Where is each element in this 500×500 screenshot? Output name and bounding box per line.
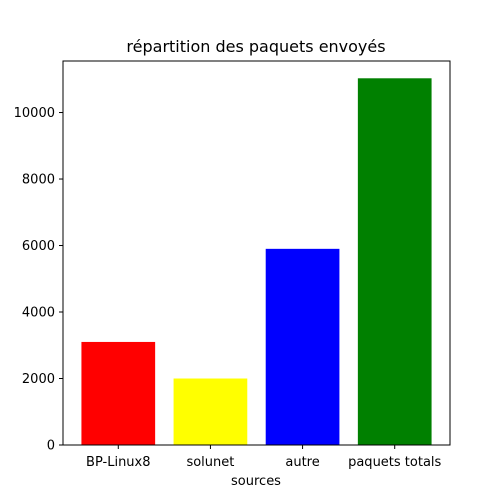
bars-group: [81, 78, 432, 445]
x-axis-label: sources: [231, 474, 281, 489]
bar-bp-linux8: [81, 341, 156, 445]
y-axis: 0 2000 4000 6000 8000 10000: [14, 106, 63, 454]
bar-paquets-totals: [357, 78, 432, 445]
bar-solunet: [173, 378, 248, 445]
x-tick-label-bp-linux8: BP-Linux8: [86, 455, 150, 470]
y-tick-label-4000: 4000: [22, 306, 55, 321]
chart-title: répartition des paquets envoyés: [126, 37, 385, 56]
x-axis: BP-Linux8 solunet autre paquets totals: [86, 445, 442, 470]
x-tick-label-autre: autre: [285, 455, 319, 470]
y-tick-label-10000: 10000: [14, 106, 55, 121]
x-tick-label-solunet: solunet: [186, 455, 234, 470]
y-tick-label-2000: 2000: [22, 372, 55, 387]
y-tick-label-0: 0: [47, 439, 55, 454]
plot-frame: [62, 60, 451, 446]
x-tick-label-paquets-totals: paquets totals: [348, 455, 441, 470]
y-tick-label-8000: 8000: [22, 173, 55, 188]
y-tick-label-6000: 6000: [22, 239, 55, 254]
bar-autre: [265, 248, 340, 445]
